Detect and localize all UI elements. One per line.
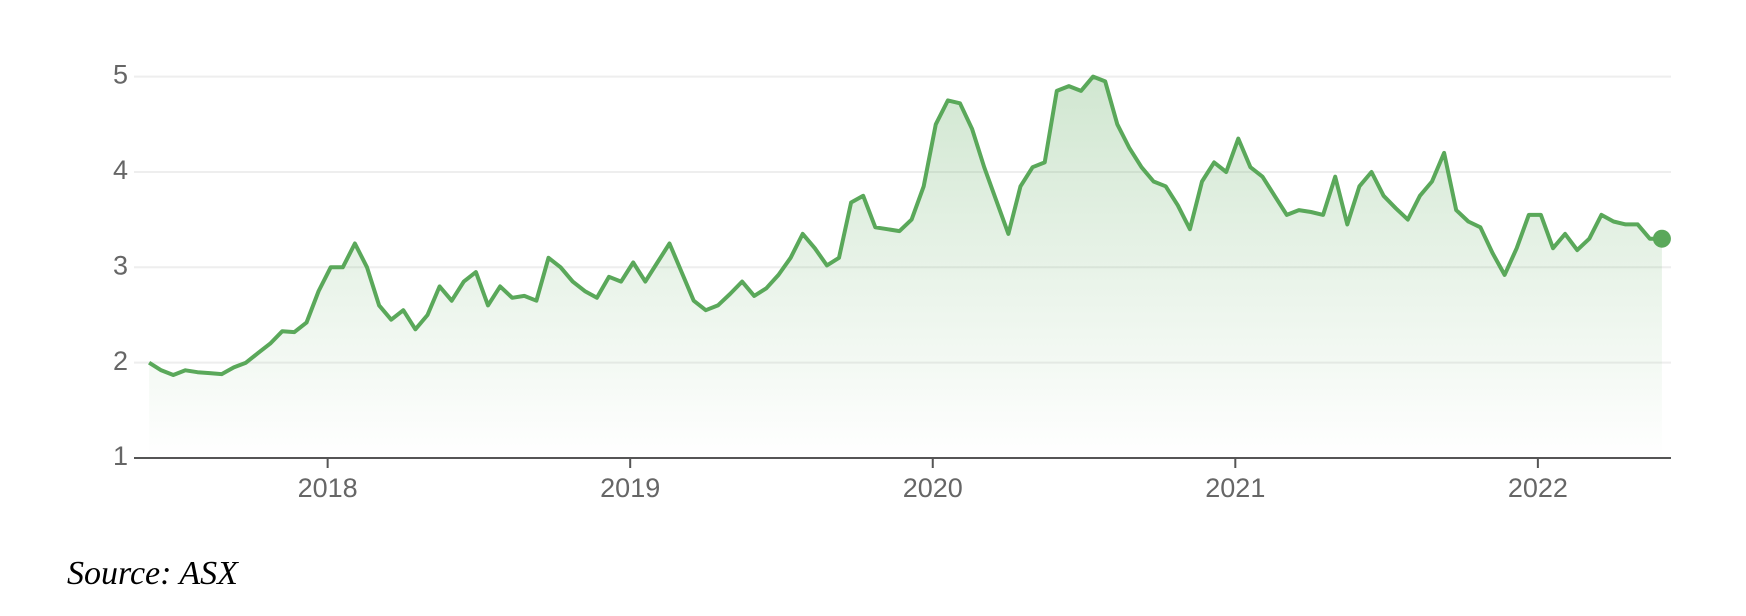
x-tick-label: 2021 — [1205, 473, 1265, 503]
x-tick-label: 2018 — [298, 473, 358, 503]
y-tick-label: 5 — [113, 60, 128, 90]
y-tick-label: 1 — [113, 441, 128, 471]
x-tick-label: 2019 — [600, 473, 660, 503]
last-point-marker — [1652, 229, 1671, 248]
price-line — [148, 74, 1662, 377]
area-fill — [149, 76, 1662, 458]
y-tick-label: 4 — [113, 155, 128, 185]
y-tick-label: 2 — [113, 346, 128, 376]
source-note: Source: ASX — [67, 555, 239, 592]
y-tick-label: 3 — [113, 250, 128, 280]
x-tick-label: 2022 — [1508, 473, 1568, 503]
x-tick-label: 2020 — [903, 473, 963, 503]
